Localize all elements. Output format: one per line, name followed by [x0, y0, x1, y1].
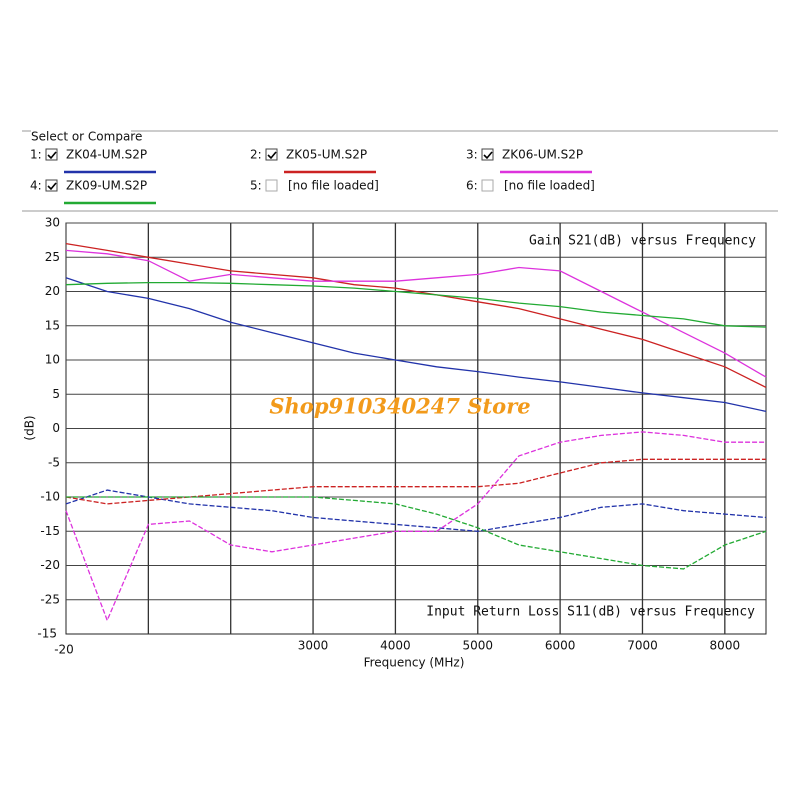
- corner-label: -20: [54, 643, 74, 657]
- panel-title-bg: [31, 129, 131, 135]
- file-name[interactable]: ZK04-UM.S2P: [66, 148, 147, 162]
- y-tick-label: 30: [45, 216, 60, 230]
- x-tick-label: 6000: [545, 639, 576, 653]
- checkbox[interactable]: [45, 148, 58, 161]
- trace-s21: [65, 242, 767, 388]
- panel-title: Select or Compare: [31, 130, 142, 144]
- y-tick-label: -15: [40, 524, 60, 538]
- y-tick-label: -20: [40, 558, 60, 572]
- trace-s21: [65, 281, 767, 328]
- y-tick-label: 25: [45, 250, 60, 264]
- check-mark: [47, 182, 57, 191]
- y-tick-label: 20: [45, 284, 60, 298]
- corner-label: -15: [37, 627, 57, 641]
- trace-s11: [65, 489, 767, 532]
- file-name[interactable]: ZK09-UM.S2P: [66, 179, 147, 193]
- trace-s21: [65, 277, 767, 413]
- chart-title: Gain S21(dB) versus Frequency: [529, 234, 756, 249]
- y-tick-label: 0: [52, 421, 60, 435]
- file-name[interactable]: ZK05-UM.S2P: [286, 148, 367, 162]
- chart-subtitle: Input Return Loss S11(dB) versus Frequen…: [426, 605, 755, 620]
- y-axis-label: (dB): [23, 415, 37, 440]
- trace-s11: [65, 431, 766, 623]
- empty-slot: [no file loaded]: [288, 179, 379, 193]
- slot-number: 1:: [30, 148, 42, 162]
- y-tick-label: -10: [40, 490, 60, 504]
- check-mark: [47, 151, 57, 160]
- slot-number: 2:: [250, 148, 262, 162]
- x-tick-label: 7000: [627, 639, 658, 653]
- slot-number: 4:: [30, 179, 42, 193]
- watermark: Shop910340247 Store: [269, 394, 530, 419]
- y-tick-label: 5: [52, 387, 60, 401]
- checkbox[interactable]: [265, 179, 278, 192]
- checkbox[interactable]: [481, 148, 494, 161]
- check-mark: [267, 151, 277, 160]
- slot-number: 5:: [250, 179, 262, 193]
- slot-number: 6:: [466, 179, 478, 193]
- x-tick-label: 3000: [298, 639, 329, 653]
- y-tick-label: 15: [45, 318, 60, 332]
- x-tick-label: 4000: [380, 639, 411, 653]
- y-tick-label: 10: [45, 353, 60, 367]
- checkbox[interactable]: [45, 179, 58, 192]
- y-tick-label: -25: [40, 592, 60, 606]
- check-mark: [483, 151, 493, 160]
- x-tick-label: 5000: [462, 639, 493, 653]
- trace-s11: [66, 496, 767, 570]
- trace-s11: [65, 458, 766, 505]
- slot-number: 3:: [466, 148, 478, 162]
- empty-slot: [no file loaded]: [504, 179, 595, 193]
- x-axis-label: Frequency (MHz): [364, 656, 465, 670]
- y-tick-label: -5: [48, 455, 60, 469]
- checkbox[interactable]: [481, 179, 494, 192]
- file-name[interactable]: ZK06-UM.S2P: [502, 148, 583, 162]
- checkbox[interactable]: [265, 148, 278, 161]
- x-tick-label: 8000: [710, 639, 741, 653]
